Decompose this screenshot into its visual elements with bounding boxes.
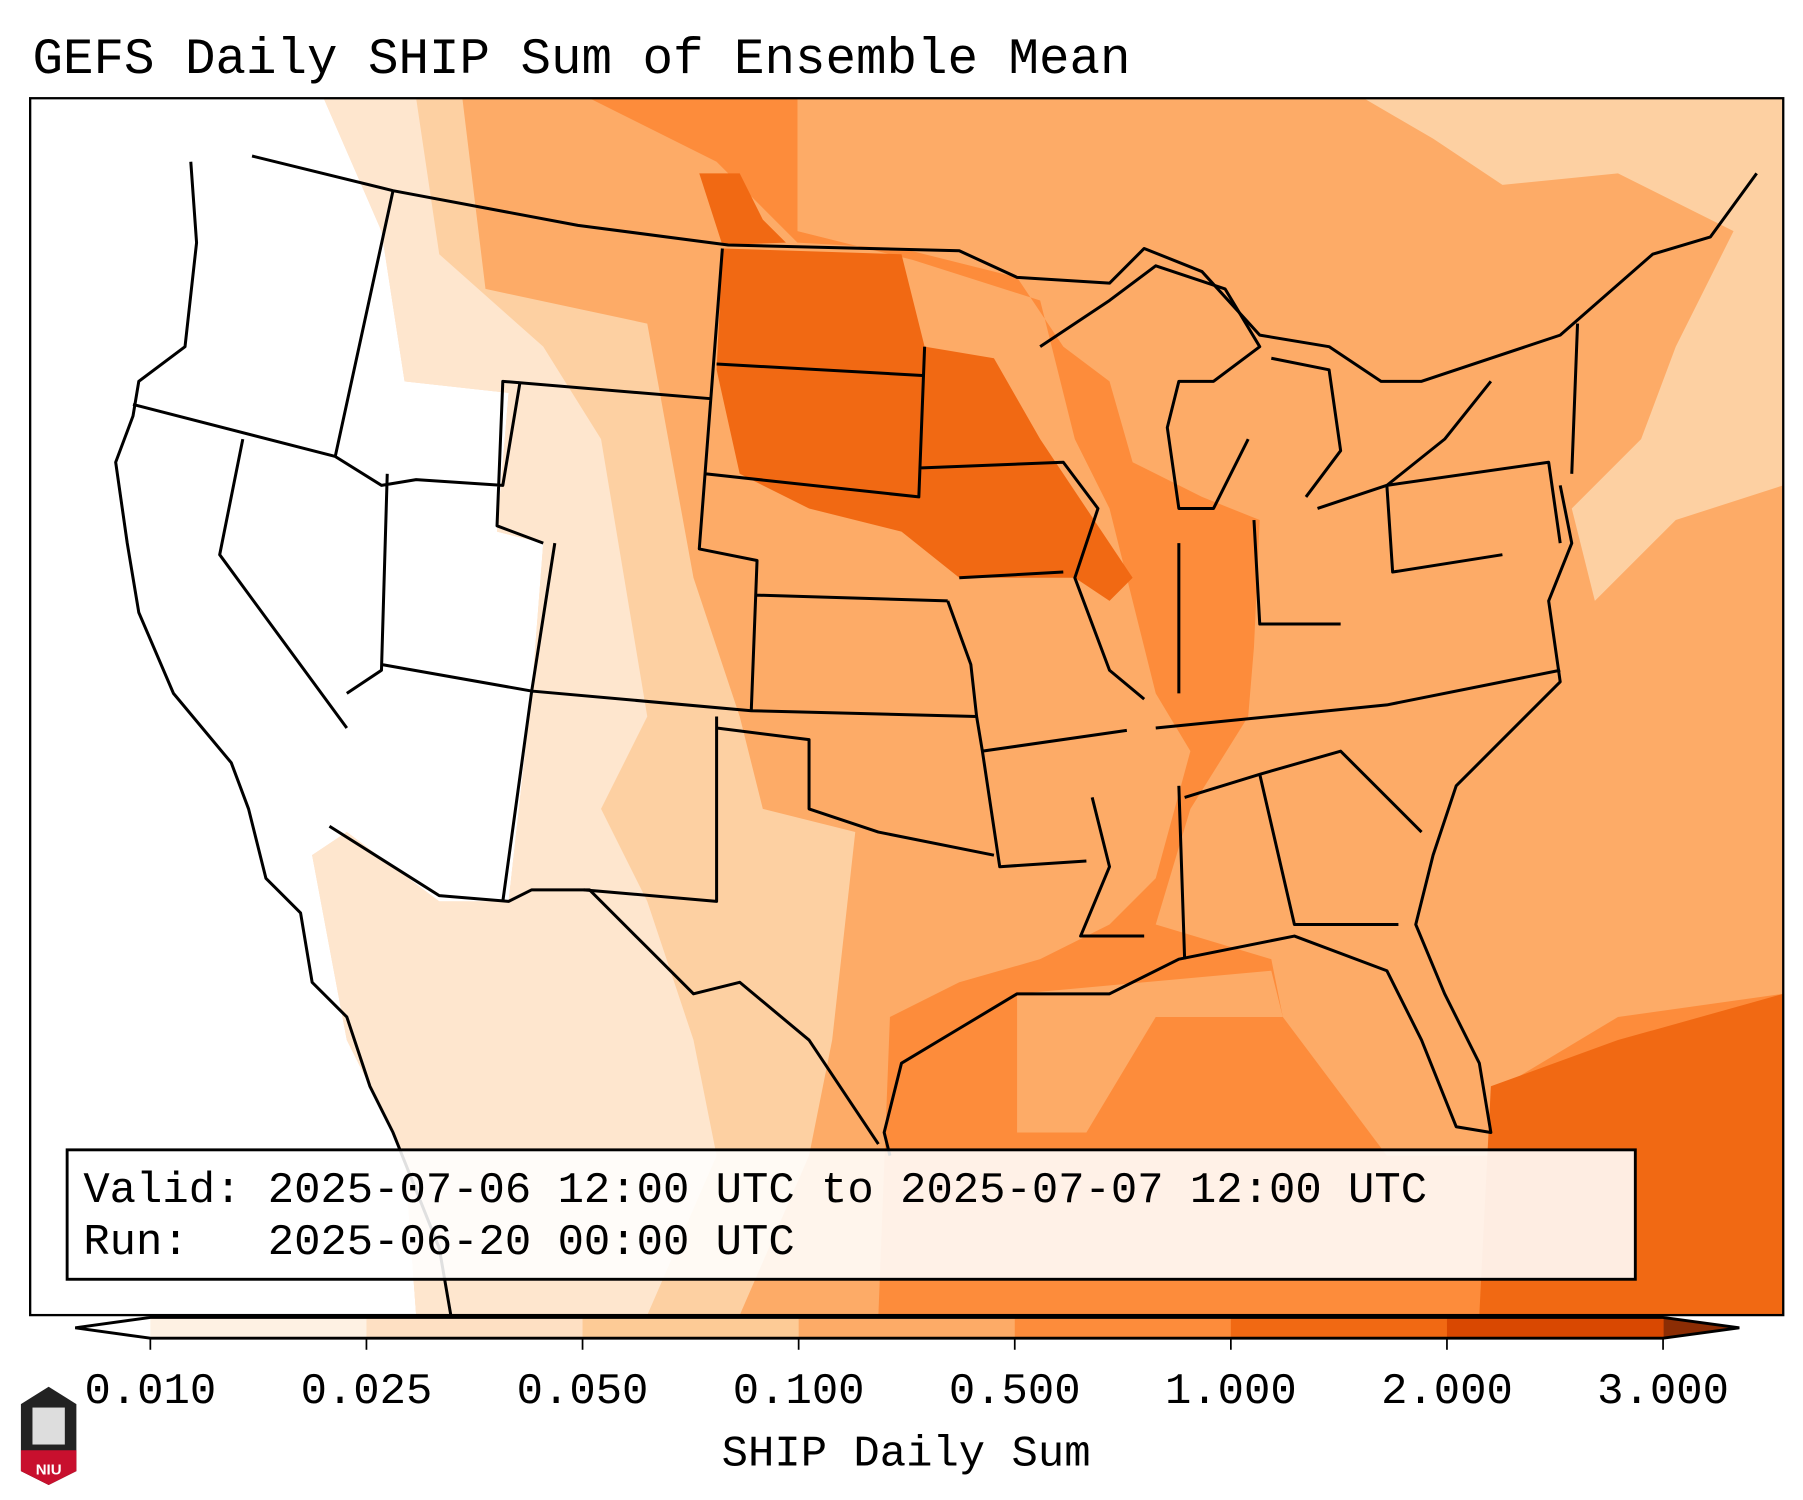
field-1-2-north [699,173,786,245]
figure-title: GEFS Daily SHIP Sum of Ensemble Mean [32,32,1130,89]
field-0.5-1 [589,98,1784,1316]
colorbar-segment [582,1317,800,1339]
niu-logo: NIU [20,1386,77,1485]
field-east-light [1363,98,1784,601]
info-box: Valid: 2025-07-06 12:00 UTC to 2025-07-0… [65,1148,1637,1281]
field-lightest-band [312,98,717,1316]
colorbar-segment [366,1317,584,1339]
logo-building-icon [32,1407,65,1445]
colorbar-tick-label: 0.050 [517,1367,649,1417]
map-frame [29,97,1785,1317]
run-time-text: Run: 2025-06-20 00:00 UTC [83,1218,794,1268]
colorbar-label: SHIP Daily Sum [722,1429,1091,1479]
mexico-border [328,825,880,1145]
map-borders [114,154,1758,1316]
valid-time-text: Valid: 2025-07-06 12:00 UTC to 2025-07-0… [83,1166,1427,1216]
colorbar-under-extension [75,1317,151,1339]
colorbar-segment [150,1317,368,1339]
colorbar-tick-label: 2.000 [1381,1367,1513,1417]
colorbar-segment [1230,1317,1448,1339]
colorbar-segment [798,1317,1016,1339]
colorbar-segment [1014,1317,1232,1339]
map-panel: Valid: 2025-07-06 12:00 UTC to 2025-07-0… [29,97,1785,1317]
field-1-2 [716,248,1133,601]
field-central-mid [1017,970,1283,1133]
canada-us-border [251,154,1758,383]
colorbar-tick-label: 0.010 [84,1367,216,1417]
colorbar-segment [1446,1317,1664,1339]
colorbar-tick-label: 0.500 [949,1367,1081,1417]
gulf-east-coastline [882,485,1574,1156]
colorbar-tick-label: 1.000 [1165,1367,1297,1417]
logo-text: NIU [36,1462,62,1479]
state-borders [132,190,1580,960]
field-white-west [30,98,544,1316]
colorbar: 0.010 0.025 0.050 0.100 0.500 1.000 2.000 3.000 [75,1315,1740,1417]
colorbar-tick-label: 0.100 [733,1367,865,1417]
colorbar-tick-label: 3.000 [1597,1367,1729,1417]
great-lakes [1039,264,1493,510]
colorbar-over-extension [1663,1317,1740,1339]
west-coastline [114,161,453,1316]
colorbar-tick-label: 0.025 [301,1367,433,1417]
